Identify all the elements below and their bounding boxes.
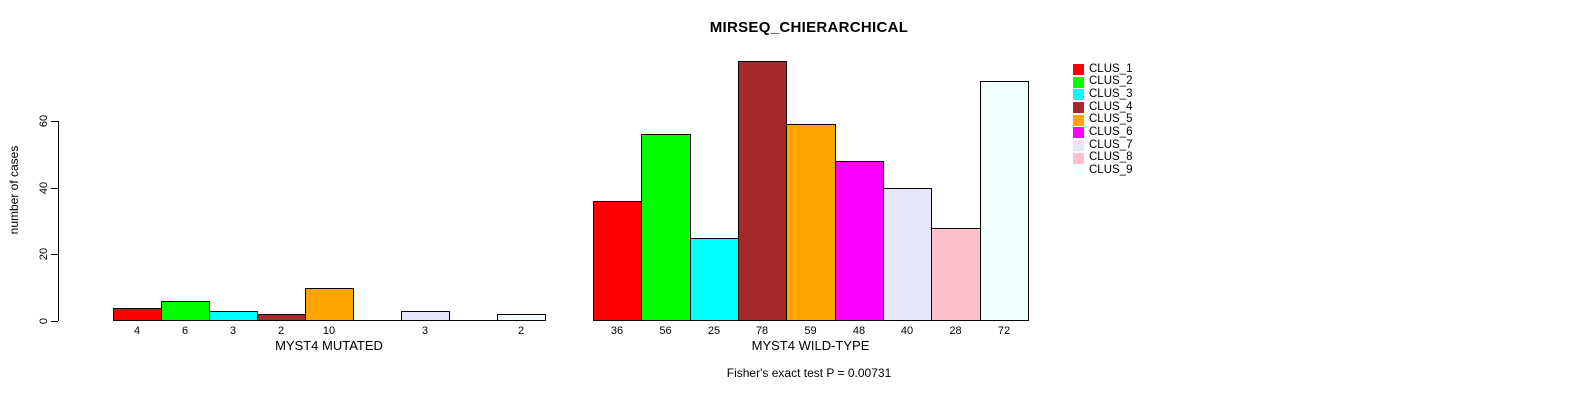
bar-value-label: 59	[804, 325, 817, 337]
legend-item-clus_8: CLUS_8	[1073, 152, 1132, 165]
bar-clus_8-group1	[931, 228, 981, 321]
bar-clus_6-group1	[835, 161, 884, 321]
bar-value-label: 78	[755, 325, 769, 337]
bar-clus_2-group0	[161, 301, 210, 321]
bar-value-label: 4	[133, 325, 141, 337]
bar-value-label: 25	[707, 325, 721, 337]
group-baseline	[113, 320, 546, 321]
bar-value-label: 48	[852, 325, 866, 337]
y-axis-line	[58, 121, 59, 321]
fisher-test-caption: Fisher's exact test P = 0.00731	[726, 366, 892, 380]
legend-item-clus_2: CLUS_2	[1073, 76, 1132, 89]
bar-value-label: 3	[421, 325, 429, 337]
legend-label: CLUS_9	[1089, 164, 1133, 177]
y-tick-mark	[51, 121, 58, 122]
bar-value-label: 6	[181, 325, 189, 337]
bar-value-label: 72	[997, 325, 1011, 337]
bar-clus_3-group1	[690, 238, 739, 321]
bar-value-label: 40	[900, 325, 914, 337]
bar-clus_9-group1	[980, 81, 1029, 321]
legend-label: CLUS_5	[1089, 113, 1133, 126]
legend-swatch-icon	[1073, 114, 1084, 126]
bar-clus_7-group1	[883, 188, 932, 321]
bar-clus_2-group1	[641, 134, 691, 321]
group-baseline	[593, 320, 1029, 321]
bar-clus_1-group1	[593, 201, 642, 321]
legend-label: CLUS_7	[1089, 138, 1133, 151]
legend-swatch-icon	[1073, 152, 1084, 164]
bar-clus_4-group1	[738, 61, 787, 321]
y-tick-mark	[51, 254, 58, 255]
legend-swatch-icon	[1073, 76, 1084, 88]
x-axis-label-mutated: MYST4 MUTATED	[275, 338, 383, 353]
y-axis-label: number of cases	[7, 145, 21, 235]
legend-label: CLUS_6	[1089, 126, 1133, 139]
legend-item-clus_7: CLUS_7	[1073, 139, 1132, 152]
legend: CLUS_1 CLUS_2 CLUS_3 CLUS_4 CLUS_5 CLUS_6 CLUS…	[1073, 63, 1132, 177]
legend-swatch-icon	[1073, 127, 1084, 139]
legend-swatch-icon	[1073, 165, 1084, 177]
legend-label: CLUS_4	[1089, 100, 1133, 113]
bar-value-label: 56	[659, 325, 672, 337]
bar-clus_5-group0	[305, 288, 354, 321]
legend-item-clus_9: CLUS_9	[1073, 165, 1132, 178]
legend-label: CLUS_3	[1089, 87, 1133, 100]
bar-value-label: 2	[277, 325, 285, 337]
y-tick-mark	[51, 188, 58, 189]
legend-item-clus_4: CLUS_4	[1073, 101, 1132, 114]
y-tick-label: 0	[38, 317, 50, 325]
legend-item-clus_3: CLUS_3	[1073, 88, 1132, 101]
legend-item-clus_1: CLUS_1	[1073, 63, 1132, 76]
legend-swatch-icon	[1073, 139, 1084, 151]
y-tick-label: 60	[38, 114, 50, 128]
bar-value-label: 3	[229, 325, 237, 337]
legend-label: CLUS_8	[1089, 151, 1133, 164]
x-axis-label-wildtype: MYST4 WILD-TYPE	[751, 338, 870, 353]
legend-item-clus_6: CLUS_6	[1073, 126, 1132, 139]
legend-label: CLUS_1	[1089, 62, 1133, 75]
y-tick-label: 40	[38, 181, 50, 195]
legend-label: CLUS_2	[1089, 75, 1133, 88]
bar-clus_5-group1	[786, 124, 836, 321]
bar-value-label: 28	[949, 325, 962, 337]
legend-item-clus_5: CLUS_5	[1073, 114, 1132, 127]
y-tick-label: 20	[38, 247, 50, 261]
bar-value-label: 36	[610, 325, 624, 337]
legend-swatch-icon	[1073, 89, 1084, 101]
bar-value-label: 10	[322, 325, 336, 337]
y-tick-mark	[51, 321, 58, 322]
chart-title: MIRSEQ_CHIERARCHICAL	[709, 19, 909, 36]
legend-swatch-icon	[1073, 63, 1084, 75]
legend-swatch-icon	[1073, 101, 1084, 113]
bar-value-label: 2	[517, 325, 525, 337]
